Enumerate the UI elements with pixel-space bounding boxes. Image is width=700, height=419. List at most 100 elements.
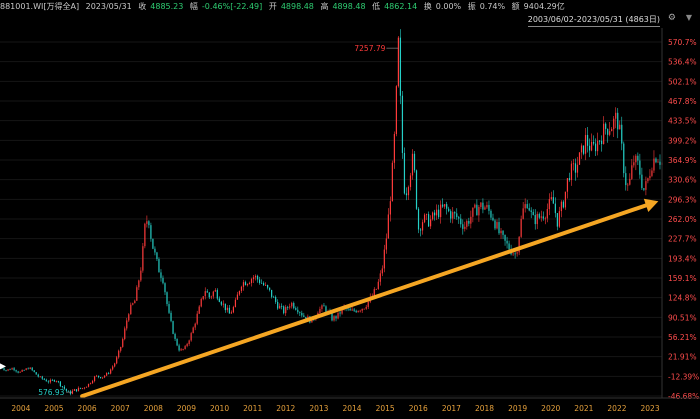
candle-body: [349, 308, 351, 311]
candle-body: [568, 178, 571, 181]
candle-body: [405, 193, 408, 196]
y-tick-label: 536.4%: [668, 58, 697, 67]
candle-body: [43, 378, 45, 380]
candle-body: [434, 212, 436, 216]
candle-body: [504, 234, 506, 241]
candle-body: [126, 320, 128, 329]
candle-body: [19, 371, 21, 373]
candle-body: [365, 306, 367, 309]
candle-body: [462, 224, 464, 229]
candle-body: [655, 158, 657, 163]
candle-body: [450, 211, 452, 219]
candle-body: [108, 372, 110, 374]
y-tick-label: 502.1%: [668, 77, 697, 86]
candle-body: [615, 112, 617, 119]
candle-body: [601, 140, 603, 145]
start-marker-icon: [0, 363, 6, 370]
candle-body: [285, 307, 287, 314]
candle-body: [580, 145, 583, 153]
y-axis: 570.7% 536.4% 502.1% 467.8% 433.5% 399.2% 364.…: [661, 28, 699, 401]
candle-body: [206, 291, 208, 293]
candle-body: [359, 310, 361, 312]
candle-body: [395, 86, 397, 135]
candle-body: [357, 310, 359, 313]
candle-body: [582, 145, 585, 154]
candle-body: [240, 286, 243, 291]
candle-body: [168, 304, 170, 313]
candle-body: [281, 305, 283, 307]
candle-body: [572, 163, 575, 165]
candle-body: [95, 375, 98, 377]
candle-body: [530, 210, 532, 212]
candle-body: [337, 312, 339, 319]
candle-body: [647, 178, 649, 182]
candle-body: [140, 270, 142, 281]
candle-body: [53, 379, 55, 382]
candle-body: [468, 221, 470, 224]
candle-body: [536, 213, 538, 225]
candle-body: [627, 184, 629, 186]
candle-body: [297, 309, 299, 313]
candle-body: [552, 197, 554, 204]
candle-body: [401, 95, 404, 153]
x-tick-label: 2008: [144, 404, 163, 413]
candle-body: [37, 374, 39, 377]
candle-body: [649, 175, 651, 179]
annotations: 7257.79 576.93: [0, 44, 399, 397]
candle-body: [158, 259, 160, 273]
candle-body: [377, 281, 379, 289]
chevron-down-icon[interactable]: ▼: [685, 13, 692, 22]
y-tick-label: 364.9%: [668, 156, 697, 165]
candle-body: [55, 381, 57, 382]
candle-body: [299, 312, 301, 313]
settings-icon[interactable]: ⚙: [667, 13, 676, 23]
candle-body: [228, 307, 230, 314]
candle-body: [254, 275, 257, 278]
candle-body: [325, 306, 327, 313]
candle-body: [271, 289, 273, 297]
candle-body: [639, 160, 641, 175]
candle-body: [73, 389, 76, 391]
candle-body: [415, 170, 418, 209]
ticker-label[interactable]: 881001.WI[万得全A]: [0, 2, 80, 11]
price-chart[interactable]: 7257.79 576.93 570.7% 536.4% 502.1% 467.8% 43…: [0, 28, 700, 419]
candle-body: [248, 283, 251, 285]
candle-body: [532, 211, 534, 216]
candle-body: [194, 323, 196, 328]
candle-body: [516, 252, 518, 254]
candle-body: [319, 308, 321, 314]
candle-body: [216, 290, 218, 299]
candle-body: [218, 298, 220, 302]
candle-body: [7, 369, 9, 371]
candle-body: [69, 391, 72, 394]
candle-body: [234, 299, 237, 308]
candle-body: [21, 369, 23, 372]
candle-body: [224, 303, 226, 311]
candle-body: [89, 383, 92, 385]
candle-body: [321, 305, 323, 309]
candle-body: [482, 202, 484, 210]
y-tick-label: 570.7%: [668, 38, 697, 47]
candle-body: [512, 253, 514, 255]
x-tick-label: 2023: [641, 404, 660, 413]
date-range-selector[interactable]: 2003/06/02-2023/05/31 (4863日): [527, 14, 660, 27]
candle-body: [590, 141, 593, 151]
candle-body: [353, 309, 355, 311]
x-tick-label: 2006: [78, 404, 97, 413]
candle-body: [293, 302, 295, 309]
x-tick-label: 2010: [210, 404, 229, 413]
candle-body: [576, 164, 579, 173]
candle-body: [176, 338, 178, 346]
candle-body: [540, 216, 542, 218]
candle-body: [514, 253, 516, 255]
quote-header: 881001.WI[万得全A] 2023/05/31 收 4885.23 幅 -0.…: [0, 0, 700, 14]
candle-body: [100, 377, 102, 379]
candle-body: [67, 390, 70, 392]
trend-arrow-shaft: [80, 203, 649, 399]
candle-body: [29, 367, 31, 370]
candle-body: [480, 202, 482, 207]
x-tick-label: 2011: [243, 404, 262, 413]
candle-body: [339, 312, 341, 314]
candle-body: [142, 246, 144, 271]
candle-body: [172, 321, 174, 334]
